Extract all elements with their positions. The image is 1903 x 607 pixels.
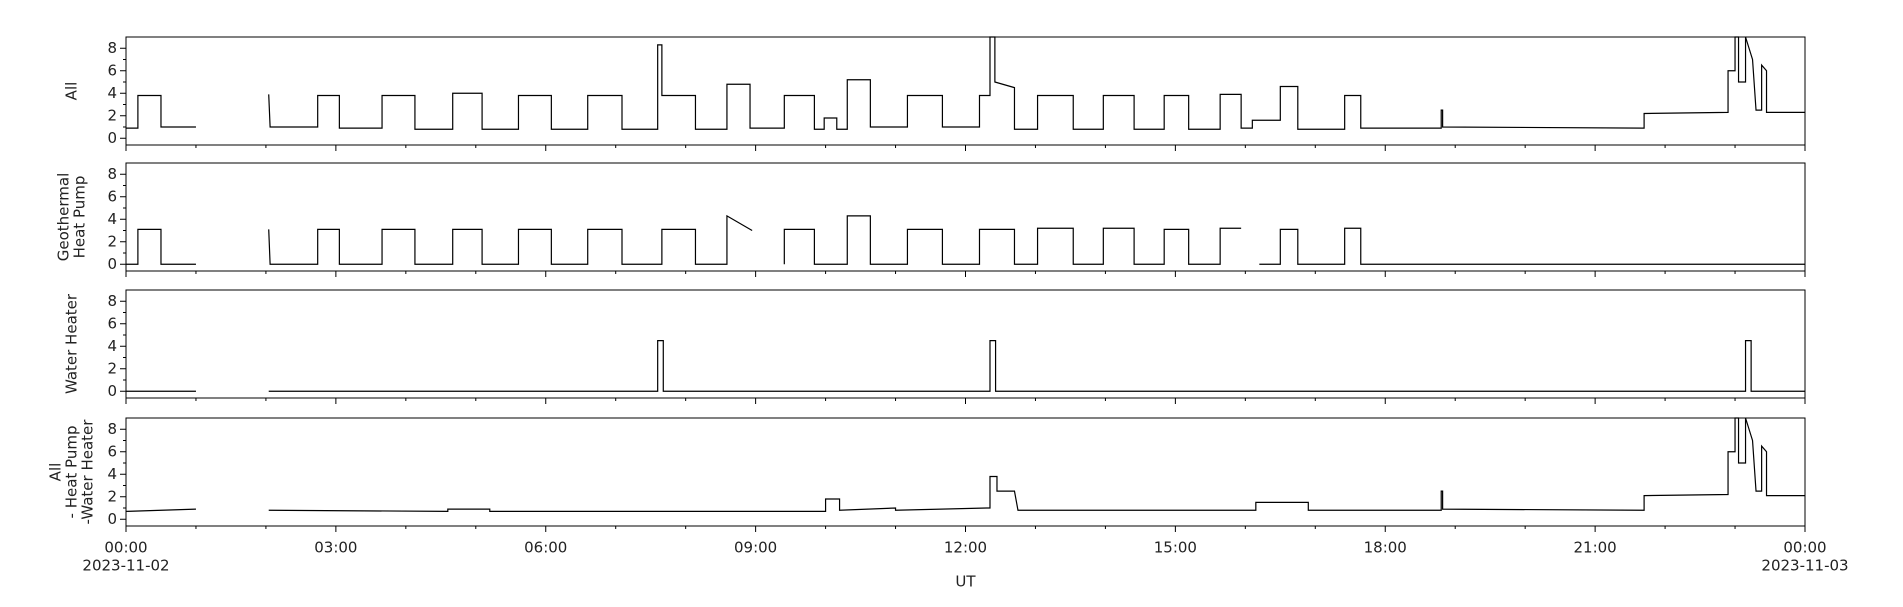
series-line bbox=[126, 214, 1805, 265]
y-tick-label: 6 bbox=[107, 314, 117, 332]
y-axis-label: All bbox=[63, 82, 81, 101]
x-tick-label: 00:00 bbox=[104, 539, 147, 557]
x-tick-label: 18:00 bbox=[1364, 539, 1407, 557]
y-axis-label: - Heat Pump bbox=[63, 426, 81, 519]
y-tick-label: 8 bbox=[107, 420, 117, 438]
y-tick-label: 2 bbox=[107, 106, 117, 124]
y-tick-label: 0 bbox=[107, 510, 117, 528]
y-axis-label: -Water Heater bbox=[79, 419, 97, 525]
y-tick-label: 4 bbox=[107, 465, 117, 483]
y-axis-label: Geothermal bbox=[55, 173, 73, 262]
x-tick-label: 09:00 bbox=[734, 539, 777, 557]
y-axis-label: All bbox=[47, 463, 65, 482]
x-axis-label: UT bbox=[955, 573, 976, 591]
panel-frame bbox=[125, 36, 1806, 146]
y-tick-label: 8 bbox=[107, 165, 117, 183]
y-axis-label: Water Heater bbox=[63, 293, 81, 394]
y-tick-label: 8 bbox=[107, 292, 117, 310]
y-tick-label: 2 bbox=[107, 487, 117, 505]
x-date-label: 2023-11-03 bbox=[1761, 557, 1848, 575]
y-tick-label: 6 bbox=[107, 442, 117, 460]
y-tick-label: 6 bbox=[107, 61, 117, 79]
panel-frame bbox=[125, 289, 1806, 399]
y-tick-label: 2 bbox=[107, 359, 117, 377]
x-tick-label: 03:00 bbox=[314, 539, 357, 557]
series-line bbox=[126, 340, 1805, 392]
y-tick-label: 8 bbox=[107, 39, 117, 57]
series-line bbox=[125, 417, 1805, 512]
x-tick-label: 00:00 bbox=[1783, 539, 1826, 557]
y-tick-label: 0 bbox=[107, 129, 117, 147]
y-tick-label: 4 bbox=[107, 210, 117, 228]
y-tick-label: 0 bbox=[107, 382, 117, 400]
y-tick-label: 2 bbox=[107, 232, 117, 250]
x-tick-label: 15:00 bbox=[1154, 539, 1197, 557]
panel-frame bbox=[125, 162, 1806, 272]
x-date-label: 2023-11-02 bbox=[82, 557, 169, 575]
x-tick-label: 21:00 bbox=[1574, 539, 1617, 557]
x-tick-label: 12:00 bbox=[944, 539, 987, 557]
y-axis-label: Heat Pump bbox=[71, 176, 89, 259]
y-tick-label: 0 bbox=[107, 255, 117, 273]
y-tick-label: 4 bbox=[107, 337, 117, 355]
x-tick-label: 06:00 bbox=[524, 539, 567, 557]
y-tick-label: 6 bbox=[107, 187, 117, 205]
y-tick-label: 4 bbox=[107, 84, 117, 102]
series-line bbox=[126, 36, 1805, 130]
